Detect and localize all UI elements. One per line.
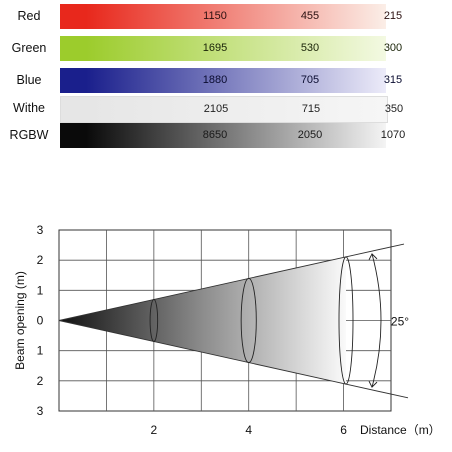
lux-value: 315	[383, 74, 403, 86]
beam-diagram: 3 2 1 0 1 2 3 2 4 6 Distance（m） Beam opening (m) 25°	[0, 220, 452, 452]
x-tick-label: 6	[340, 423, 347, 437]
lux-value: 1695	[202, 42, 228, 54]
angle-arrowhead	[368, 380, 378, 388]
y-tick-label: 2	[37, 374, 44, 388]
x-tick-label: 4	[245, 423, 252, 437]
lux-value: 2050	[297, 129, 323, 141]
lux-value: 1070	[380, 129, 406, 141]
y-tick-label: 1	[37, 283, 44, 297]
row-label: Withe	[13, 101, 45, 115]
row-label: Red	[17, 9, 41, 23]
color-gradient-bar: 2105 715 350	[60, 96, 403, 123]
y-tick-label: 1	[37, 344, 44, 358]
row-label: Green	[11, 41, 47, 55]
y-tick-label: 2	[37, 253, 44, 267]
y-tick-label: 0	[37, 314, 44, 328]
lux-value: 2105	[203, 103, 229, 115]
x-tick-label: 2	[151, 423, 158, 437]
angle-arrowhead	[368, 253, 378, 261]
table-row: RGBW 8650 2050 1070	[0, 123, 452, 148]
lux-value: 1880	[202, 74, 228, 86]
row-label: RGBW	[9, 128, 49, 142]
angle-arc	[371, 253, 382, 388]
beam-diagram-svg: 3 2 1 0 1 2 3 2 4 6 Distance（m） Beam opening (m) 25°	[13, 223, 441, 437]
x-axis-label: Distance（m）	[360, 423, 441, 437]
lux-value: 1150	[203, 10, 227, 22]
y-tick-label: 3	[37, 404, 44, 418]
beam-section-ellipse	[338, 256, 354, 385]
color-gradient-bar: 8650 2050 1070	[60, 123, 405, 148]
beam-section-ellipse	[149, 299, 159, 342]
beam-angle-label: 25°	[391, 315, 409, 329]
lux-table: Red 1150 455 215 Green 1695 530 300 Blue 1880 705 3…	[0, 0, 452, 160]
lux-value: 530	[300, 42, 320, 54]
lux-value: 705	[300, 74, 320, 86]
table-row: Red 1150 455 215	[0, 4, 452, 29]
table-row: Green 1695 530 300	[0, 36, 452, 61]
lux-value: 215	[383, 10, 403, 22]
table-row: Withe 2105 715 350	[0, 96, 452, 123]
row-label: Blue	[16, 73, 42, 87]
lux-value: 715	[301, 103, 321, 115]
lux-value: 8650	[202, 129, 228, 141]
beam-edge-lower	[58, 320, 409, 399]
lux-value: 455	[300, 10, 320, 22]
color-gradient-bar: 1695 530 300	[60, 36, 402, 61]
y-axis-label: Beam opening (m)	[13, 271, 27, 370]
beam-section-ellipse	[240, 277, 257, 364]
color-gradient-bar: 1150 455 215	[60, 4, 402, 29]
lux-value: 350	[384, 103, 404, 115]
beam-cone	[59, 256, 346, 385]
table-row: Blue 1880 705 315	[0, 68, 452, 93]
color-gradient-bar: 1880 705 315	[60, 68, 402, 93]
lux-value: 300	[383, 42, 403, 54]
y-tick-label: 3	[37, 223, 44, 237]
